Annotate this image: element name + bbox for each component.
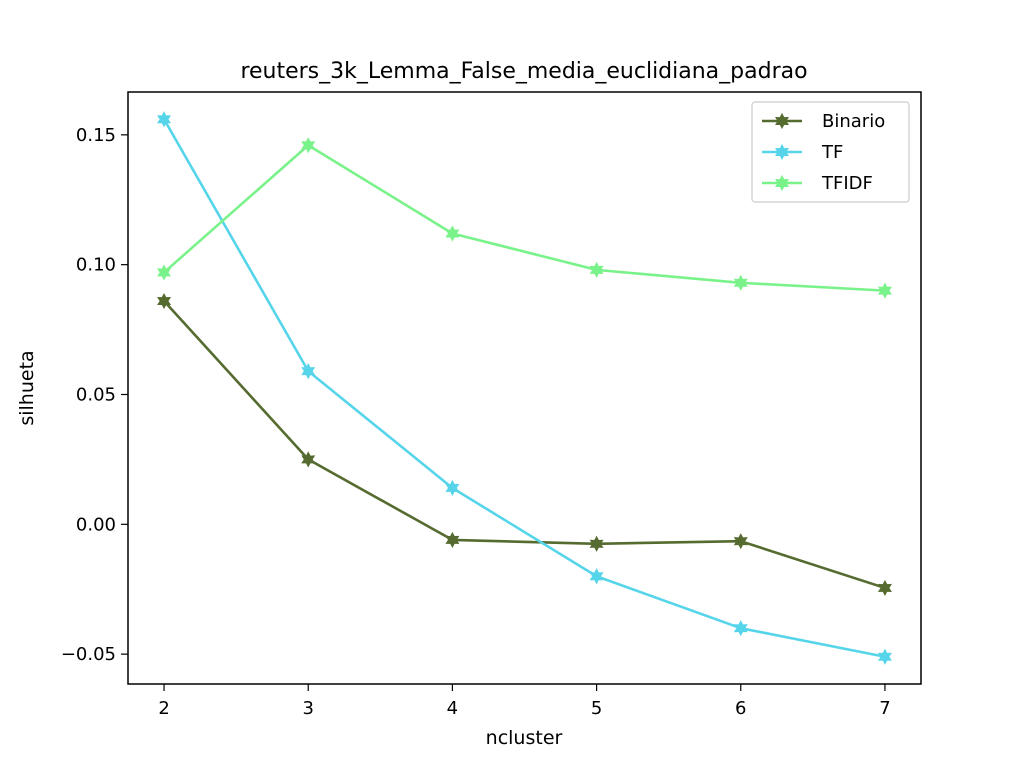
data-point bbox=[445, 479, 460, 497]
data-point bbox=[877, 579, 892, 597]
data-point bbox=[589, 568, 604, 585]
data-point bbox=[877, 648, 892, 665]
data-point bbox=[445, 531, 460, 548]
chart-title: reuters_3k_Lemma_False_media_euclidiana_… bbox=[240, 59, 807, 84]
x-tick-label: 7 bbox=[879, 698, 890, 719]
series-binario bbox=[157, 292, 892, 597]
series-line bbox=[163, 300, 886, 590]
series-layer bbox=[157, 111, 892, 665]
data-point bbox=[301, 451, 316, 468]
legend-marker bbox=[775, 112, 789, 130]
data-point bbox=[589, 535, 604, 552]
data-point bbox=[301, 363, 316, 380]
y-axis-label: silhueta bbox=[16, 350, 38, 425]
x-tick-label: 6 bbox=[735, 698, 746, 719]
series-line bbox=[162, 118, 886, 659]
legend-label: Binario bbox=[822, 111, 885, 132]
data-point bbox=[733, 533, 748, 550]
data-point bbox=[733, 620, 748, 637]
y-tick-label: 0.10 bbox=[76, 255, 116, 276]
data-point bbox=[733, 274, 748, 291]
data-point bbox=[445, 225, 460, 242]
x-tick-label: 2 bbox=[158, 698, 169, 719]
series-tfidf bbox=[157, 137, 892, 299]
data-point bbox=[589, 261, 604, 278]
x-axis-label: ncluster bbox=[486, 727, 563, 749]
data-point bbox=[301, 137, 316, 154]
legend-label: TFIDF bbox=[821, 173, 873, 194]
series-line bbox=[163, 143, 886, 292]
legend-box bbox=[751, 101, 910, 203]
plot-frame bbox=[127, 91, 922, 685]
data-point bbox=[157, 264, 172, 281]
x-tick-label: 4 bbox=[447, 698, 458, 719]
data-point bbox=[157, 292, 172, 310]
y-tick-label: 0.15 bbox=[76, 125, 116, 146]
ticks-layer: 2 3 4 5 6 7 −0.05 0.00 0.05 0.10 0.15 bbox=[61, 125, 891, 719]
y-tick-label: 0.05 bbox=[76, 384, 116, 405]
data-point bbox=[877, 282, 892, 299]
y-tick-label: −0.05 bbox=[61, 644, 116, 665]
data-point bbox=[157, 111, 172, 128]
x-tick-label: 5 bbox=[591, 698, 602, 719]
legend: Binario TF TFIDF bbox=[751, 101, 910, 203]
legend-marker bbox=[775, 174, 789, 192]
legend-marker bbox=[775, 143, 789, 161]
y-tick-label: 0.00 bbox=[76, 514, 116, 535]
series-tf bbox=[157, 111, 892, 665]
legend-label: TF bbox=[821, 142, 843, 163]
x-tick-label: 3 bbox=[303, 698, 314, 719]
